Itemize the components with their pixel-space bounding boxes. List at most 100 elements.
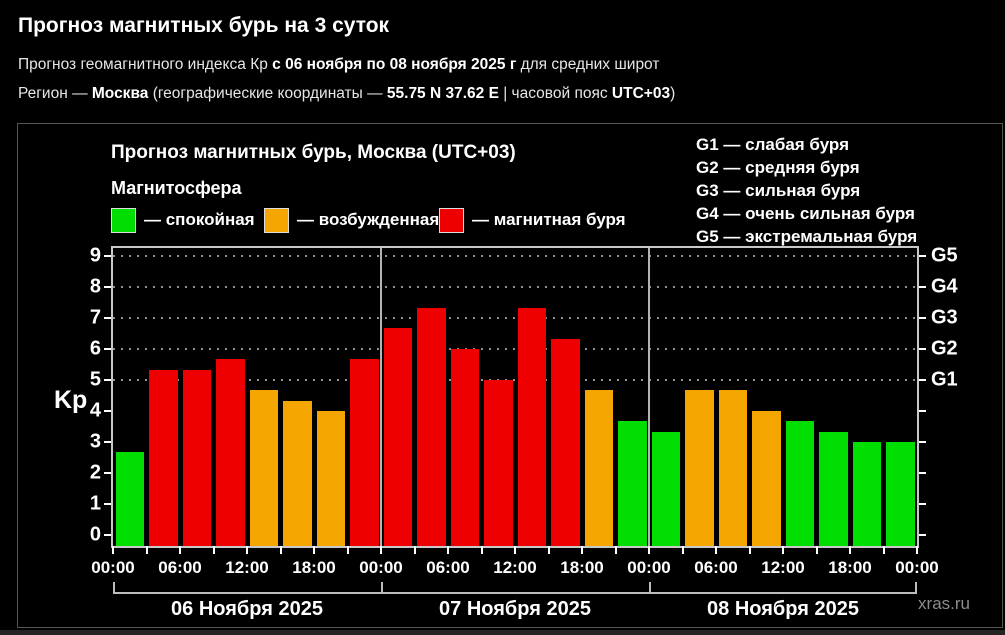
chart-title: Прогноз магнитных бурь, Москва (UTC+03) <box>111 142 516 163</box>
kp-bar <box>852 442 881 546</box>
x-tick <box>279 546 282 554</box>
region-prefix: Регион — <box>18 85 92 102</box>
time-label: 12:00 <box>225 558 269 577</box>
x-tick <box>681 546 684 554</box>
kp-bar <box>886 442 915 546</box>
region-suffix: ) <box>670 85 676 102</box>
x-tick <box>380 546 382 554</box>
gridline-kp5 <box>113 379 917 381</box>
legend-item-excited: — возбужденная <box>264 207 439 233</box>
y-axis-label-8: 8 <box>89 275 101 298</box>
day-bracket-tick <box>915 582 917 594</box>
day-bracket-tick <box>113 582 115 594</box>
x-tick <box>748 546 751 554</box>
y-axis-title: Kp <box>54 386 88 414</box>
kp-bar <box>450 349 479 546</box>
gridline-kp9 <box>113 255 917 257</box>
x-tick <box>480 546 483 554</box>
x-tick <box>614 546 617 554</box>
subtitle-date-range: с 06 ноября по 08 ноября 2025 г <box>272 56 517 73</box>
timezone-prefix: | часовой пояс <box>498 85 612 102</box>
y-tick-right <box>919 255 926 257</box>
x-tick <box>212 546 215 554</box>
y-axis-label-7: 7 <box>89 306 101 329</box>
time-label: 12:00 <box>493 558 537 577</box>
time-label: 06:00 <box>426 558 470 577</box>
y-tick-left <box>104 534 111 536</box>
x-tick <box>882 546 885 554</box>
magnetosphere-legend-title: Магнитосфера <box>111 178 242 198</box>
kp-bar <box>785 421 814 546</box>
x-tick <box>648 546 650 554</box>
date-label: 07 Ноября 2025 <box>439 598 591 620</box>
x-tick <box>782 546 784 554</box>
region-line: Регион — Москва (географические координа… <box>18 85 988 103</box>
x-tick <box>346 546 349 554</box>
kp-bar <box>551 338 580 546</box>
kp-bar <box>283 400 312 546</box>
kp-bar <box>182 369 211 546</box>
kp-bar <box>249 390 278 546</box>
y-tick-right <box>919 472 926 474</box>
region-city: Москва <box>91 85 149 102</box>
y-tick-right <box>919 503 926 505</box>
legend-item-storm: — магнитная буря <box>439 207 626 233</box>
time-label: 00:00 <box>627 558 671 577</box>
legend-item-quiet: — спокойная <box>111 207 255 233</box>
gridline-kp7 <box>113 317 917 319</box>
legend-label-excited: — возбужденная <box>297 210 440 229</box>
g-scale-line-g5: G5 — экстремальная буря <box>696 227 918 246</box>
y-tick-left <box>104 255 111 257</box>
kp-bar <box>685 390 714 546</box>
y-tick-left <box>104 379 111 381</box>
y-tick-right <box>919 348 926 350</box>
subtitle-text: Прогноз геомагнитного индекса Кр <box>18 56 273 73</box>
g-level-label-g5: G5 <box>931 244 958 267</box>
y-tick-right <box>919 286 926 288</box>
y-axis-label-5: 5 <box>89 368 101 391</box>
y-tick-left <box>104 503 111 505</box>
storm-color-swatch <box>439 207 464 233</box>
kp-bar <box>316 411 345 546</box>
kp-bar <box>149 369 178 546</box>
y-tick-right <box>919 534 926 536</box>
x-tick <box>313 546 315 554</box>
y-tick-left <box>104 441 111 443</box>
gridline-kp6 <box>113 348 917 350</box>
x-tick <box>514 546 516 554</box>
excited-color-swatch <box>264 207 289 233</box>
y-axis-label-4: 4 <box>89 399 101 422</box>
y-tick-left <box>104 286 111 288</box>
y-tick-right <box>919 441 926 443</box>
x-tick <box>112 546 114 554</box>
time-label: 06:00 <box>694 558 738 577</box>
x-tick <box>145 546 148 554</box>
day-bracket-line <box>113 592 917 594</box>
kp-bar <box>350 359 379 546</box>
y-tick-right <box>919 317 926 319</box>
kp-bar <box>584 390 613 546</box>
g-level-label-g3: G3 <box>931 306 958 329</box>
x-tick <box>849 546 851 554</box>
y-axis-label-1: 1 <box>89 492 101 515</box>
y-axis-label-6: 6 <box>89 337 101 360</box>
g-scale-line-g1: G1 — слабая буря <box>696 135 850 154</box>
watermark: xras.ru <box>918 594 970 613</box>
legend-label-storm: — магнитная буря <box>472 210 626 229</box>
subtitle-latitude-note: для средних широт <box>516 56 660 73</box>
y-tick-left <box>104 317 111 319</box>
forecast-chart-panel: Прогноз магнитных бурь, Москва (UTC+03) … <box>17 123 1003 628</box>
page-header: Прогноз магнитных бурь на 3 суток Прогно… <box>18 14 988 114</box>
kp-bar <box>216 359 245 546</box>
page-bottom-edge <box>0 630 1005 635</box>
time-label: 18:00 <box>828 558 872 577</box>
x-tick <box>715 546 717 554</box>
coords-value: 55.75 N 37.62 E <box>386 85 499 102</box>
page-title: Прогноз магнитных бурь на 3 суток <box>18 14 390 37</box>
y-tick-left <box>104 410 111 412</box>
quiet-color-swatch <box>111 207 136 233</box>
timezone-value: UTC+03 <box>611 85 671 102</box>
kp-bar <box>618 421 647 546</box>
time-label: 12:00 <box>761 558 805 577</box>
x-tick <box>246 546 248 554</box>
